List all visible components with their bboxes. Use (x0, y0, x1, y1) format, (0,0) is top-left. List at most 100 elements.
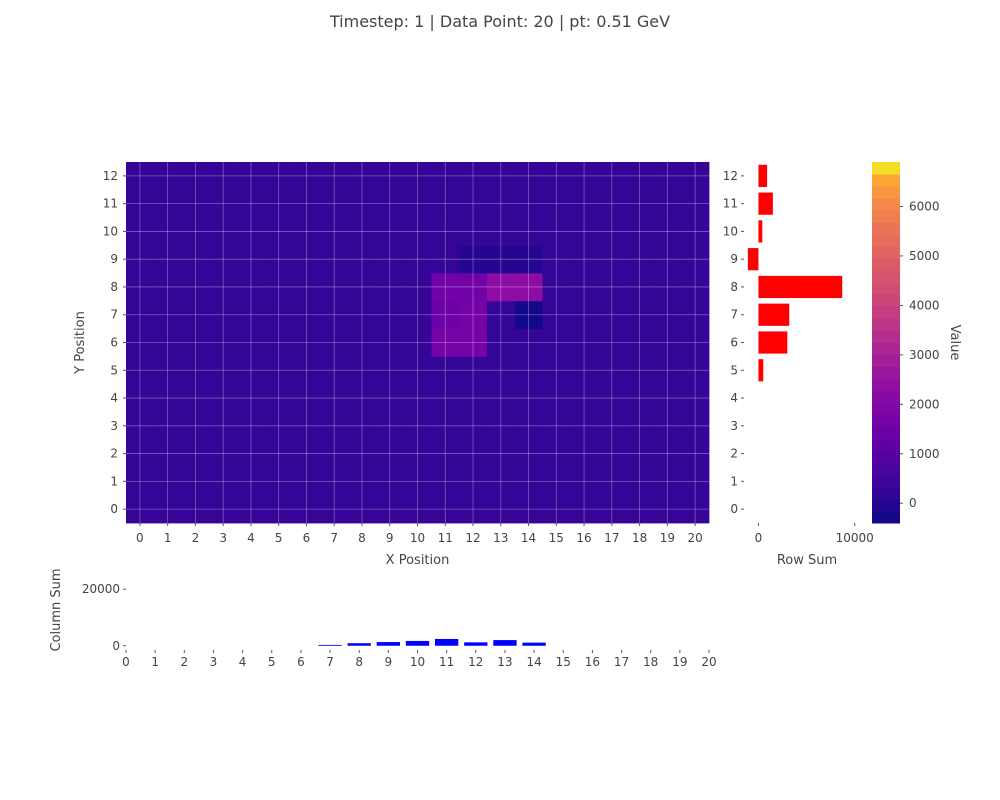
heatmap-cell (570, 328, 599, 357)
heatmap-cell (126, 495, 155, 524)
column-sum-bar (318, 644, 342, 646)
heatmap-cell (570, 411, 599, 441)
heatmap-cell (570, 300, 599, 330)
heatmap-y-tick-label: 8 (110, 280, 118, 294)
heatmap-cell (126, 217, 155, 246)
heatmap-cell (486, 300, 516, 330)
colorbar-strip (872, 174, 900, 187)
heatmap-cell (348, 245, 377, 274)
heatmap-cell (126, 411, 155, 441)
heatmap-cell (570, 384, 599, 413)
heatmap-cell (237, 356, 266, 385)
colorbar-strip (872, 222, 900, 235)
heatmap-cell (153, 495, 182, 524)
column-sum-bar (493, 640, 517, 646)
heatmap-cell (264, 495, 293, 524)
heatmap-cell (126, 439, 155, 468)
heatmap-cell (597, 356, 627, 385)
heatmap-cell (153, 189, 182, 218)
heatmap-cell (181, 467, 210, 496)
heatmap-cell (514, 217, 543, 246)
heatmap-x-tick-label: 6 (303, 531, 311, 545)
heatmap-cell (237, 467, 266, 496)
heatmap-cell (292, 217, 321, 246)
heatmap-cell (486, 439, 516, 468)
heatmap-cell (237, 411, 266, 441)
heatmap-cell (375, 245, 405, 274)
heatmap-cell (681, 467, 710, 496)
heatmap-cell (403, 356, 432, 385)
heatmap-x-tick-label: 16 (576, 531, 591, 545)
heatmap-cell (625, 439, 654, 468)
heatmap-cell (625, 217, 654, 246)
heatmap-cell (209, 300, 238, 330)
heatmap-cell (264, 328, 293, 357)
heatmap-cell (209, 273, 238, 302)
heatmap-cell (514, 411, 543, 441)
colorbar-strip (872, 426, 900, 440)
heatmap-cell (486, 273, 516, 302)
heatmap-cell (597, 328, 627, 357)
row-sum-bar (758, 192, 773, 215)
heatmap-cell (514, 189, 543, 218)
heatmap-cell (237, 300, 266, 330)
heatmap-x-tick-label: 13 (493, 531, 508, 545)
colorbar-strip (872, 198, 900, 211)
colorbar-strip (872, 414, 900, 428)
heatmap-cell (292, 189, 321, 218)
heatmap-cell (320, 217, 349, 246)
heatmap-y-tick-label: 6 (110, 336, 118, 350)
row-sum-x-tick-label: 10000 (836, 531, 874, 545)
heatmap-cell (625, 356, 654, 385)
heatmap-cell (209, 356, 238, 385)
heatmap-cell (570, 467, 599, 496)
heatmap-cell (209, 162, 238, 191)
heatmap-x-tick-label: 20 (687, 531, 702, 545)
colorbar-strip (872, 294, 900, 307)
heatmap-cell (431, 189, 460, 218)
heatmap-cell (126, 384, 155, 413)
heatmap-x-tick-label: 17 (604, 531, 619, 545)
column-sum-x-tick-label: 18 (643, 655, 658, 669)
heatmap-cell (597, 467, 627, 496)
heatmap-cell (126, 467, 155, 496)
heatmap-cell (486, 411, 516, 441)
heatmap-x-tick-label: 19 (660, 531, 675, 545)
column-sum-x-tick-label: 19 (672, 655, 687, 669)
heatmap-cell (320, 162, 349, 191)
colorbar-tick-label: 3000 (909, 348, 940, 362)
heatmap-cell (320, 495, 349, 524)
heatmap-cell (375, 384, 405, 413)
heatmap-cell (181, 189, 210, 218)
heatmap-cell (153, 300, 182, 330)
row-sum-axis-label: Row Sum (777, 553, 837, 568)
row-sum-bar (758, 220, 763, 243)
heatmap-cell (320, 467, 349, 496)
heatmap-y-tick-label: 10 (103, 224, 118, 238)
heatmap-cell (459, 300, 488, 330)
heatmap-cell (681, 356, 710, 385)
heatmap-cell (264, 300, 293, 330)
colorbar-tick-label: 1000 (909, 447, 940, 461)
heatmap-cell (570, 356, 599, 385)
heatmap-x-axis-label: X Position (386, 553, 450, 568)
heatmap-cell (153, 439, 182, 468)
heatmap-cell (542, 495, 571, 524)
row-sum-y-tick-label: 1 (730, 474, 738, 488)
heatmap-cell (597, 411, 627, 441)
heatmap-cell (625, 411, 654, 441)
heatmap-cell (181, 384, 210, 413)
heatmap-cell (126, 273, 155, 302)
colorbar-strip (872, 342, 900, 356)
heatmap-cell (375, 162, 405, 191)
heatmap-cell (126, 356, 155, 385)
colorbar-strip (872, 306, 900, 319)
heatmap-cell (459, 411, 488, 441)
heatmap-cell (237, 162, 266, 191)
heatmap-x-tick-label: 3 (219, 531, 227, 545)
heatmap-cell (681, 189, 710, 218)
heatmap-cell (264, 411, 293, 441)
heatmap-cell (264, 273, 293, 302)
column-sum-bar (376, 642, 401, 646)
heatmap-cell (459, 162, 488, 191)
